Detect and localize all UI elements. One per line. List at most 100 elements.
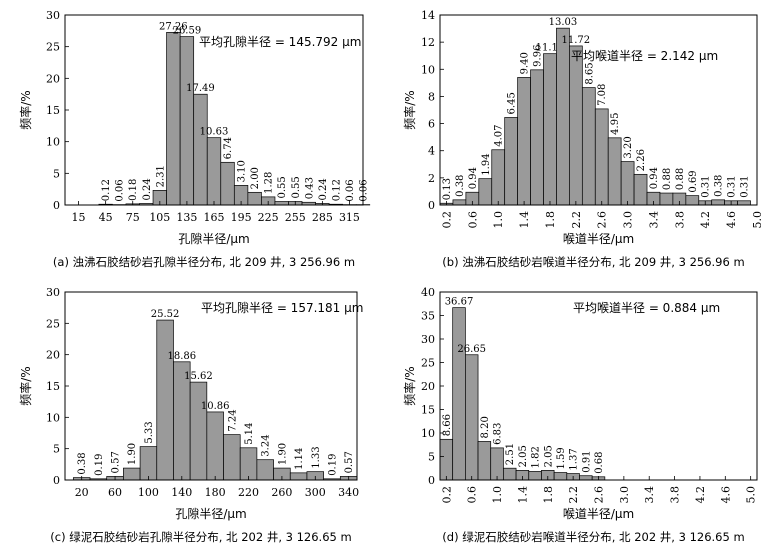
data-label-d-0: 8.66 bbox=[442, 414, 453, 436]
y-tick-label-d-2: 10 bbox=[421, 427, 435, 440]
data-label-b-8: 11.15 bbox=[536, 43, 565, 54]
y-tick-label-c-1: 5 bbox=[53, 443, 60, 456]
x-tick-label-b-7: 3.0 bbox=[622, 211, 635, 229]
data-label-c-8: 10.86 bbox=[201, 401, 230, 412]
data-label-a-15: 0.55 bbox=[291, 176, 302, 198]
data-label-d-10: 1.37 bbox=[569, 448, 580, 470]
y-axis-label-d: 频率/% bbox=[402, 366, 417, 405]
bar-b-9 bbox=[556, 27, 570, 206]
data-label-c-16: 0.57 bbox=[344, 451, 355, 473]
x-tick-label-a-7: 225 bbox=[258, 211, 279, 224]
data-label-d-6: 2.05 bbox=[518, 445, 529, 467]
data-label-b-16: 0.94 bbox=[649, 167, 660, 189]
y-axis-label-a: 频率/% bbox=[18, 90, 33, 129]
bar-c-8 bbox=[206, 411, 224, 481]
x-tick-label-d-1: 0.6 bbox=[466, 486, 479, 504]
y-tick-label-d-1: 5 bbox=[428, 451, 435, 464]
bar-b-15 bbox=[633, 173, 648, 206]
bar-b-12 bbox=[594, 108, 609, 206]
data-label-a-1: 0.12 bbox=[101, 179, 112, 201]
data-label-c-3: 1.90 bbox=[127, 443, 138, 465]
y-tick-label-a-4: 20 bbox=[46, 72, 60, 85]
y-tick-label-b-0: 0 bbox=[428, 199, 435, 212]
panel-caption-c: (c) 绿泥石胶结砂岩孔隙半径分布, 北 202 井, 3 126.65 m bbox=[50, 530, 351, 544]
x-axis-label-c: 孔隙半径/μm bbox=[175, 507, 246, 521]
x-axis-label-d: 喉道半径/μm bbox=[563, 507, 634, 521]
data-label-d-11: 0.91 bbox=[581, 450, 592, 472]
bar-a-6 bbox=[166, 31, 181, 206]
bar-d-9 bbox=[553, 472, 568, 481]
bar-a-12 bbox=[247, 191, 262, 206]
x-tick-label-c-2: 100 bbox=[138, 486, 159, 499]
x-tick-label-c-6: 260 bbox=[271, 486, 292, 499]
data-label-a-14: 0.55 bbox=[277, 176, 288, 198]
data-label-a-16: 0.43 bbox=[304, 177, 315, 199]
bar-c-11 bbox=[256, 459, 274, 481]
bar-c-3 bbox=[123, 467, 141, 481]
x-tick-label-a-4: 135 bbox=[176, 211, 197, 224]
bar-b-5 bbox=[504, 117, 518, 206]
data-label-a-3: 0.18 bbox=[128, 179, 139, 201]
bar-c-4 bbox=[139, 446, 158, 481]
bar-b-14 bbox=[620, 161, 635, 206]
bar-d-1 bbox=[452, 307, 466, 481]
chart-panel-b: 0.13 0.38 0.941.944.076.459.40 9.9611.1513.… bbox=[402, 9, 764, 269]
data-label-a-7: 26.59 bbox=[173, 26, 202, 37]
y-tick-label-b-5: 10 bbox=[421, 63, 435, 76]
y-tick-label-b-6: 12 bbox=[421, 36, 435, 49]
x-tick-label-b-9: 3.8 bbox=[673, 211, 686, 229]
x-axis-label-a: 孔隙半径/μm bbox=[178, 232, 249, 246]
data-label-c-12: 1.90 bbox=[277, 443, 288, 465]
data-label-b-2: 0.94 bbox=[468, 167, 479, 189]
bar-c-13 bbox=[289, 472, 308, 481]
y-tick-label-b-1: 2 bbox=[428, 172, 435, 185]
x-tick-label-a-2: 75 bbox=[126, 211, 140, 224]
y-tick-label-d-5: 25 bbox=[421, 357, 435, 370]
bar-b-7 bbox=[530, 69, 544, 206]
y-tick-label-c-6: 30 bbox=[46, 286, 60, 299]
data-label-a-13: 1.28 bbox=[264, 172, 275, 194]
bar-b-17 bbox=[659, 192, 674, 206]
bar-d-2 bbox=[465, 354, 479, 481]
data-label-a-18: 0.12 bbox=[331, 179, 342, 201]
x-tick-label-a-9: 285 bbox=[312, 211, 333, 224]
data-label-d-2: 26.65 bbox=[457, 344, 486, 355]
data-label-b-21: 0.38 bbox=[714, 175, 725, 197]
panel-caption-d: (d) 绿泥石胶结砂岩喉道半径分布, 北 202 井, 3 126.65 m bbox=[442, 530, 744, 544]
data-label-b-14: 3.20 bbox=[623, 136, 634, 158]
data-label-a-19: 0.06 bbox=[345, 179, 356, 201]
mean-annotation-b: 平均喉道半径 = 2.142 μm bbox=[571, 49, 718, 63]
bar-b-1 bbox=[452, 199, 467, 206]
x-tick-label-b-2: 1.0 bbox=[492, 211, 505, 229]
data-label-b-13: 4.95 bbox=[610, 113, 621, 135]
y-tick-label-c-4: 20 bbox=[46, 349, 60, 362]
data-label-b-9: 13.03 bbox=[549, 17, 578, 28]
bar-d-3 bbox=[477, 441, 492, 481]
x-tick-label-d-9: 3.8 bbox=[669, 486, 682, 504]
y-tick-label-a-2: 10 bbox=[46, 136, 60, 149]
data-label-a-5: 2.31 bbox=[155, 165, 166, 187]
x-tick-label-a-10: 315 bbox=[339, 211, 360, 224]
bar-d-0 bbox=[439, 438, 454, 481]
data-label-b-22: 0.31 bbox=[727, 176, 738, 198]
bar-c-5 bbox=[156, 319, 174, 481]
data-label-c-9: 7.24 bbox=[227, 409, 238, 431]
y-tick-label-c-2: 10 bbox=[46, 411, 60, 424]
bar-d-11 bbox=[579, 475, 593, 481]
x-tick-label-d-8: 3.4 bbox=[643, 486, 656, 504]
mean-annotation-d: 平均喉道半径 = 0.884 μm bbox=[573, 301, 720, 315]
data-label-a-11: 3.10 bbox=[237, 160, 248, 182]
data-label-b-23: 0.31 bbox=[740, 176, 751, 198]
bar-b-19 bbox=[685, 195, 700, 206]
y-tick-label-a-5: 25 bbox=[46, 41, 60, 54]
panel-caption-b: (b) 浊沸石胶结砂岩喉道半径分布, 北 209 井, 3 256.96 m bbox=[442, 255, 744, 269]
data-label-b-17: 0.88 bbox=[662, 168, 673, 190]
x-tick-label-d-10: 4.2 bbox=[694, 486, 707, 504]
data-label-c-2: 0.57 bbox=[111, 451, 122, 473]
y-tick-label-c-5: 25 bbox=[46, 317, 60, 330]
x-tick-label-b-11: 4.6 bbox=[725, 211, 738, 229]
data-label-c-4: 5.33 bbox=[144, 421, 155, 443]
data-label-c-13: 1.14 bbox=[294, 448, 305, 470]
x-tick-label-a-8: 255 bbox=[285, 211, 306, 224]
